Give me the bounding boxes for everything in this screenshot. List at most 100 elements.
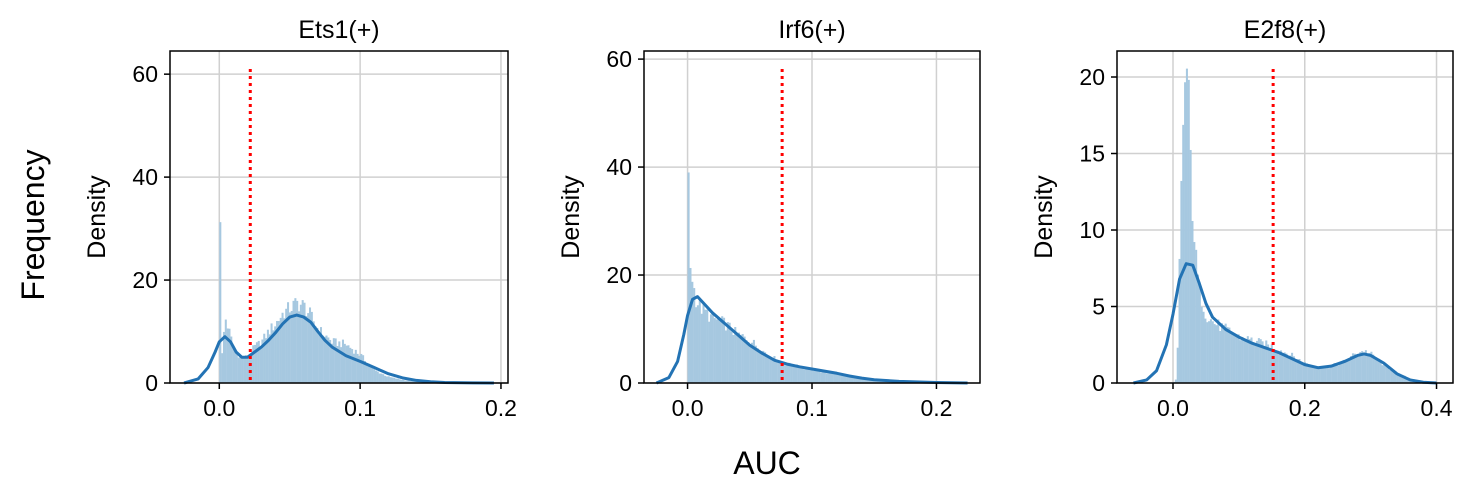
histogram-bar (825, 373, 828, 383)
histogram-bar (1239, 340, 1242, 383)
histogram-bar (219, 222, 222, 383)
histogram-bar (330, 343, 334, 383)
panel-ets1: 0.0 0.1 0.2 0 20 40 60 Ets1(+) Density (83, 16, 517, 421)
panel-ylabel: Density (83, 175, 111, 259)
histogram-bar (1237, 334, 1240, 383)
histogram-bar (1294, 359, 1297, 383)
histogram-bar (1344, 360, 1347, 383)
histogram-bar (1213, 324, 1216, 383)
x-tick-label: 0.0 (672, 395, 704, 421)
histogram-bar (1224, 323, 1227, 383)
histogram-bar (378, 373, 381, 383)
histogram-bar (870, 379, 873, 383)
histogram-bar (319, 327, 323, 383)
figure-xlabel: AUC (733, 445, 801, 481)
histogram-bar (1381, 365, 1384, 383)
histogram-bar (771, 359, 774, 383)
histogram-bar (406, 380, 409, 383)
histogram-bar (307, 313, 310, 383)
histogram-bar (764, 352, 767, 383)
histogram-bar (756, 348, 759, 383)
histogram-bar (341, 339, 344, 383)
histogram-bar (1300, 361, 1303, 383)
histogram-bar (730, 331, 733, 383)
panel-title: Ets1(+) (298, 16, 379, 44)
histogram-bar (715, 319, 718, 383)
histogram-bar (1303, 362, 1307, 383)
histogram-bar (221, 353, 224, 383)
histogram-bar (1379, 361, 1382, 383)
histogram-bar (277, 321, 280, 383)
histogram-bar (1204, 318, 1207, 383)
histogram-bar (384, 375, 387, 383)
histogram-bar (360, 353, 363, 383)
axes-frame (169, 50, 509, 384)
histogram-bar (1263, 347, 1266, 383)
histogram-bar (723, 317, 726, 383)
histogram-bar (226, 328, 229, 383)
histogram-bar (1340, 361, 1343, 383)
histogram-bar (274, 326, 277, 383)
histogram-bar (283, 318, 286, 383)
histogram-bar (1267, 344, 1270, 383)
histogram-bar (702, 303, 705, 383)
x-tick-label: 0.1 (796, 395, 828, 421)
histogram-bar (362, 355, 365, 383)
histogram-bar (235, 351, 238, 383)
histogram-bar (1320, 368, 1323, 383)
histogram-bar (758, 351, 761, 383)
histogram-bar (246, 357, 249, 383)
histogram-bar (239, 356, 242, 383)
histogram-bar (310, 311, 313, 383)
histogram-bar (1272, 349, 1275, 383)
histogram-bar (1208, 321, 1211, 383)
histogram-bar (821, 370, 825, 383)
histogram-bar (1326, 367, 1329, 383)
histogram-bar (1279, 350, 1283, 383)
histogram-bar (848, 374, 851, 383)
histogram-bar (252, 345, 255, 383)
histogram-bar (838, 374, 841, 383)
histogram-bar (263, 333, 266, 383)
histogram-bar (1315, 368, 1318, 383)
histogram-bar (773, 356, 776, 383)
histogram-bar (799, 368, 802, 383)
histogram-bar (823, 371, 826, 383)
histogram-bar (1298, 359, 1301, 383)
histogram-bar (713, 318, 716, 383)
histogram-bar (801, 367, 804, 383)
histogram-bar (270, 323, 273, 383)
panel-ylabel: Density (1030, 175, 1058, 259)
histogram-bar (365, 363, 368, 383)
histogram-bar (1335, 364, 1338, 383)
histogram-bar (818, 369, 821, 383)
histogram-bar (1220, 323, 1224, 383)
histogram-bar (1287, 357, 1290, 383)
histogram-bar (1316, 369, 1319, 383)
histogram-bar (1337, 365, 1340, 383)
histogram-bar (1261, 341, 1264, 383)
histogram-bar (1265, 340, 1268, 383)
histogram-bar (1396, 373, 1399, 383)
histogram-bar (861, 378, 864, 383)
histogram-bar (1351, 353, 1354, 383)
histogram-bar (689, 267, 692, 383)
histogram-bar (265, 338, 268, 383)
histogram-bar (728, 322, 731, 383)
histogram-bar (745, 340, 748, 383)
histogram-bar (1274, 350, 1277, 383)
histogram-bar (833, 373, 836, 383)
histogram-bar (248, 354, 251, 383)
histogram-bar (1226, 327, 1229, 383)
histogram-bar (312, 321, 315, 383)
histogram-bar (724, 330, 727, 383)
histogram-bar (849, 374, 853, 383)
y-tick-label: 0 (1092, 370, 1105, 396)
x-tick-label: 0.0 (1157, 395, 1189, 421)
histogram-bar (415, 381, 418, 383)
histogram-bar (321, 335, 324, 383)
axes-frame (1116, 50, 1454, 384)
histogram-bar (369, 366, 372, 383)
histogram-bar (230, 336, 233, 383)
